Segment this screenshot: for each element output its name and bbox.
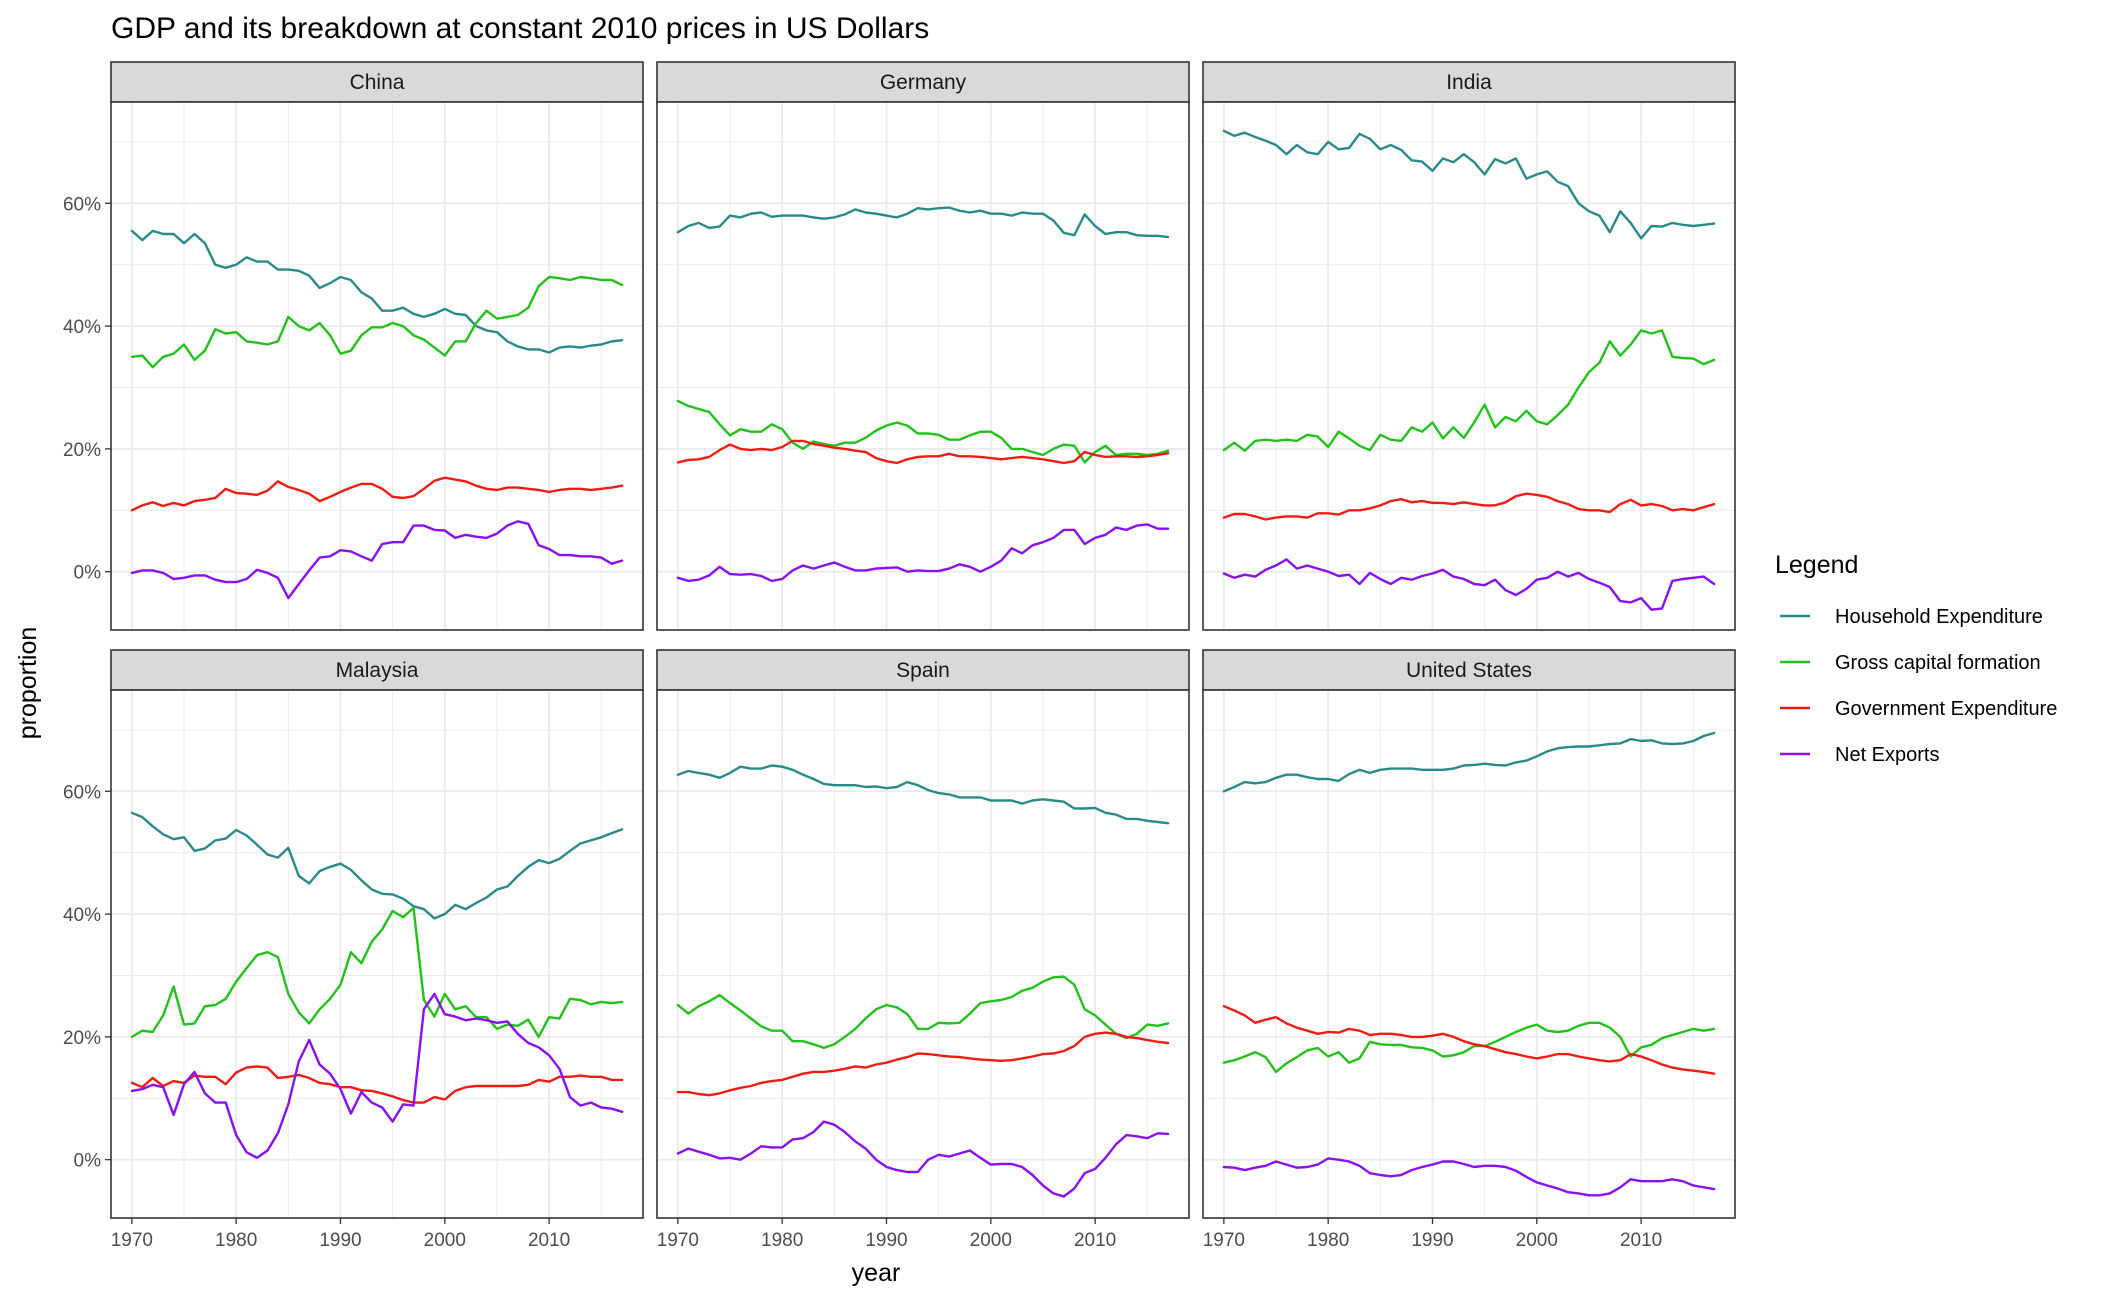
x-tick-label: 1990: [865, 1230, 907, 1251]
series-line-gross-capital-formation: [676, 399, 1170, 464]
plot-background: [657, 102, 1189, 630]
strip-malaysia: [110, 649, 644, 691]
panels: China 0% 20% 40% 60% Germany India Malaysia 0% 20…: [63, 61, 1736, 1251]
panel-united-states: United States 1970 1980 1990 2000 2010: [1202, 649, 1736, 1251]
series-line-household-expenditure: [1222, 129, 1716, 240]
y-tick-label: 0%: [74, 1151, 102, 1172]
panel-border: [656, 101, 1190, 631]
x-tick-label: 2000: [424, 1230, 466, 1251]
legend-item-net-exports: Net Exports: [1780, 744, 1939, 766]
series-line-household-expenditure: [130, 811, 624, 920]
series-line-government-expenditure: [1222, 1005, 1716, 1075]
legend-item-household-expenditure: Household Expenditure: [1780, 606, 2043, 628]
x-tick-label: 2010: [528, 1230, 570, 1251]
y-tick-label: 60%: [63, 194, 101, 215]
plot-background: [1203, 102, 1735, 630]
panel-malaysia: Malaysia 0% 20% 40% 60% 1970 1980 1990 2000 2010: [63, 649, 644, 1251]
series-line-household-expenditure: [676, 206, 1170, 239]
x-tick-label: 1990: [1411, 1230, 1453, 1251]
panel-china: China 0% 20% 40% 60%: [63, 61, 644, 631]
strip-label-germany: Germany: [880, 71, 967, 94]
strip-china: [110, 61, 644, 103]
strip-label-china: China: [350, 71, 405, 94]
x-tick-label: 1970: [657, 1230, 699, 1251]
series-line-government-expenditure: [130, 476, 624, 512]
legend-label: Government Expenditure: [1835, 698, 2057, 720]
series-line-gross-capital-formation: [130, 906, 624, 1039]
legend-item-gross-capital-formation: Gross capital formation: [1780, 652, 2041, 674]
panel-border: [1202, 689, 1736, 1219]
panel-germany: Germany: [656, 61, 1190, 631]
x-tick-label: 1980: [215, 1230, 257, 1251]
strip-india: [1202, 61, 1736, 103]
plot-background: [1203, 690, 1735, 1218]
panel-border: [110, 689, 644, 1219]
y-tick-label: 40%: [63, 317, 101, 338]
plot-background: [111, 102, 643, 630]
legend-label: Net Exports: [1835, 744, 1939, 766]
series-line-government-expenditure: [1222, 492, 1716, 521]
y-tick-label: 20%: [63, 1028, 101, 1049]
x-tick-label: 1990: [319, 1230, 361, 1251]
strip-label-spain: Spain: [896, 659, 950, 682]
legend-title: Legend: [1775, 551, 1858, 579]
strip-label-united-states: United States: [1406, 659, 1532, 682]
series-line-net-exports: [676, 1120, 1170, 1198]
chart-title: GDP and its breakdown at constant 2010 p…: [111, 12, 929, 45]
series-line-net-exports: [1222, 1157, 1716, 1197]
series-line-government-expenditure: [130, 1065, 624, 1104]
strip-united-states: [1202, 649, 1736, 691]
x-tick-label: 2010: [1074, 1230, 1116, 1251]
x-tick-label: 2000: [1516, 1230, 1558, 1251]
y-tick-label: 60%: [63, 782, 101, 803]
plot-background: [657, 690, 1189, 1218]
panel-border: [110, 101, 644, 631]
x-tick-label: 2000: [970, 1230, 1012, 1251]
series-line-household-expenditure: [130, 229, 624, 354]
series-line-net-exports: [130, 992, 624, 1159]
panel-spain: Spain 1970 1980 1990 2000 2010: [656, 649, 1190, 1251]
x-axis-title: year: [852, 1259, 901, 1287]
y-tick-label: 0%: [74, 563, 102, 584]
y-tick-label: 40%: [63, 905, 101, 926]
x-tick-label: 1980: [1307, 1230, 1349, 1251]
y-axis-title: proportion: [14, 627, 42, 740]
y-tick-label: 20%: [63, 440, 101, 461]
series-line-gross-capital-formation: [1222, 329, 1716, 452]
panel-border: [1202, 101, 1736, 631]
series-line-government-expenditure: [676, 439, 1170, 465]
panel-india: India: [1202, 61, 1736, 631]
strip-label-india: India: [1446, 71, 1492, 94]
series-line-net-exports: [1222, 558, 1716, 611]
series-line-household-expenditure: [676, 764, 1170, 825]
x-tick-label: 1970: [1203, 1230, 1245, 1251]
series-line-net-exports: [676, 523, 1170, 583]
legend-item-government-expenditure: Government Expenditure: [1780, 698, 2057, 720]
strip-spain: [656, 649, 1190, 691]
legend: Legend Household Expenditure Gross capita…: [1775, 551, 2057, 766]
series-line-household-expenditure: [1222, 731, 1716, 793]
strip-label-malaysia: Malaysia: [336, 659, 419, 682]
plot-background: [111, 690, 643, 1218]
series-line-government-expenditure: [676, 1031, 1170, 1097]
legend-label: Household Expenditure: [1835, 606, 2043, 628]
legend-label: Gross capital formation: [1835, 652, 2041, 674]
series-line-gross-capital-formation: [130, 275, 624, 369]
series-line-gross-capital-formation: [676, 975, 1170, 1050]
x-tick-label: 1970: [111, 1230, 153, 1251]
x-tick-label: 2010: [1620, 1230, 1662, 1251]
series-line-net-exports: [130, 520, 624, 600]
panel-border: [656, 689, 1190, 1219]
x-tick-label: 1980: [761, 1230, 803, 1251]
